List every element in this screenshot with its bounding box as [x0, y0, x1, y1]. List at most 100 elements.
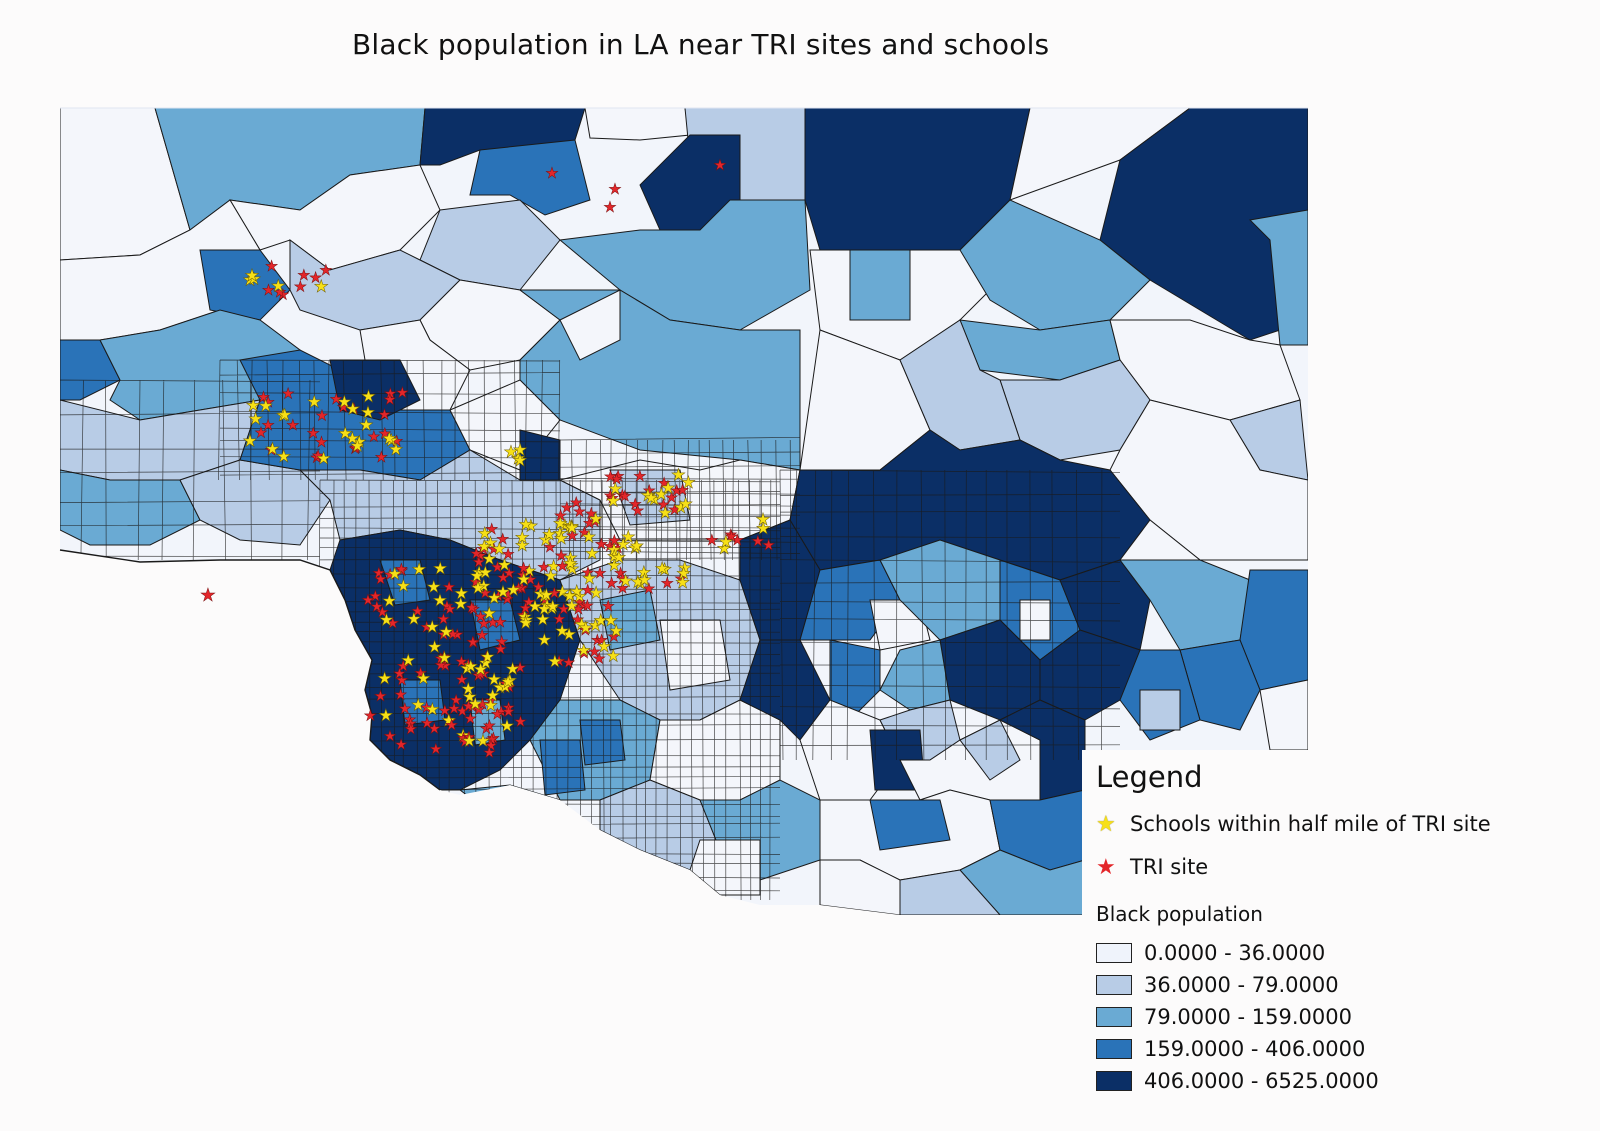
tri-site-marker: ★: [458, 732, 471, 750]
school-marker: ★: [411, 696, 426, 716]
tri-site-marker: ★: [543, 538, 556, 556]
tri-site-marker: ★: [516, 606, 529, 624]
tri-site-marker: ★: [484, 692, 497, 710]
school-marker: ★: [512, 451, 527, 471]
school-marker: ★: [468, 695, 483, 715]
tri-site-marker: ★: [470, 545, 483, 563]
tri-site-marker: ★: [604, 468, 617, 486]
school-marker: ★: [676, 564, 691, 584]
tri-site-marker: ★: [548, 584, 561, 602]
legend-schools-label: Schools within half mile of TRI site: [1130, 812, 1491, 836]
school-marker: ★: [718, 533, 733, 553]
tri-site-marker: ★: [588, 513, 601, 531]
tri-site-marker: ★: [614, 564, 627, 582]
tri-site-marker: ★: [294, 277, 307, 295]
school-marker: ★: [515, 528, 530, 548]
tri-site-marker: ★: [480, 648, 493, 666]
school-marker: ★: [478, 563, 493, 583]
tri-site-marker: ★: [457, 729, 470, 747]
tri-site-marker: ★: [566, 527, 579, 545]
tri-site-marker: ★: [447, 700, 460, 718]
school-marker: ★: [345, 400, 360, 420]
school-marker: ★: [654, 559, 669, 579]
tri-site-marker: ★: [281, 384, 294, 402]
school-marker: ★: [401, 651, 416, 671]
school-marker: ★: [527, 597, 542, 617]
school-marker: ★: [555, 583, 570, 603]
tri-site-marker: ★: [560, 499, 573, 517]
tri-site-marker: ★: [731, 531, 744, 549]
tri-site-marker: ★: [370, 598, 383, 616]
school-marker: ★: [387, 565, 402, 585]
school-marker: ★: [643, 489, 658, 509]
school-marker: ★: [581, 528, 596, 548]
school-marker: ★: [482, 549, 497, 569]
school-marker: ★: [515, 536, 530, 556]
school-marker: ★: [523, 516, 538, 536]
tri-site-marker: ★: [393, 664, 406, 682]
tri-site-marker: ★: [569, 493, 582, 511]
tri-site-marker: ★: [473, 547, 486, 565]
school-marker: ★: [562, 587, 577, 607]
tri-site-marker: ★: [440, 597, 453, 615]
school-marker: ★: [552, 524, 567, 544]
tri-site-marker: ★: [378, 406, 391, 424]
tri-site-marker: ★: [437, 647, 450, 665]
school-marker: ★: [562, 517, 577, 537]
school-marker: ★: [462, 688, 477, 708]
school-marker: ★: [482, 604, 497, 624]
school-marker: ★: [480, 648, 495, 668]
census-tracts: [60, 108, 1308, 915]
tri-site-marker: ★: [495, 633, 508, 651]
tri-site-marker: ★: [472, 700, 485, 718]
school-marker: ★: [483, 696, 498, 716]
tri-site-marker: ★: [394, 685, 407, 703]
tri-site-marker: ★: [404, 715, 417, 733]
tri-site-marker: ★: [603, 487, 616, 505]
tract-boundary-mesh: [60, 359, 1121, 901]
tri-site-marker: ★: [474, 665, 487, 683]
school-marker: ★: [478, 653, 493, 673]
school-marker: ★: [307, 393, 322, 413]
school-marker: ★: [582, 569, 597, 589]
tri-site-marker: ★: [552, 652, 565, 670]
legend-classes-title: Black population: [1096, 902, 1263, 926]
school-marker: ★: [554, 621, 569, 641]
tri-site-marker: ★: [449, 691, 462, 709]
tri-site-marker: ★: [581, 597, 594, 615]
tri-site-marker: ★: [273, 283, 286, 301]
tri-site-marker: ★: [571, 611, 584, 629]
school-marker: ★: [379, 610, 394, 630]
yellow-star-icon: ★: [1096, 812, 1116, 837]
school-marker: ★: [537, 599, 552, 619]
school-marker: ★: [546, 557, 561, 577]
tri-site-marker: ★: [414, 664, 427, 682]
legend-class-label-4: 159.0000 - 406.0000: [1144, 1037, 1366, 1061]
tri-site-marker: ★: [515, 580, 528, 598]
tri-site-marker: ★: [491, 705, 504, 723]
tri-site-marker: ★: [577, 644, 590, 662]
school-marker: ★: [432, 591, 447, 611]
tri-site-marker: ★: [502, 564, 515, 582]
school-marker: ★: [584, 544, 599, 564]
school-marker: ★: [416, 669, 431, 689]
school-marker: ★: [497, 556, 512, 576]
school-marker: ★: [337, 392, 352, 412]
school-marker: ★: [596, 637, 611, 657]
tri-site-marker: ★: [595, 535, 608, 553]
tri-site-marker: ★: [455, 671, 468, 689]
tri-site-marker: ★: [383, 565, 396, 583]
school-marker: ★: [678, 495, 693, 515]
tri-site-marker: ★: [601, 597, 614, 615]
school-marker: ★: [277, 405, 292, 425]
school-marker: ★: [265, 440, 280, 460]
tri-site-marker: ★: [420, 714, 433, 732]
tri-site-marker: ★: [474, 607, 487, 625]
tri-site-marker: ★: [665, 489, 678, 507]
tri-site-marker: ★: [442, 578, 455, 596]
school-marker: ★: [518, 614, 533, 634]
tri-site-marker: ★: [513, 658, 526, 676]
school-marker: ★: [360, 403, 375, 423]
school-marker: ★: [611, 548, 626, 568]
tri-site-marker: ★: [465, 697, 478, 715]
